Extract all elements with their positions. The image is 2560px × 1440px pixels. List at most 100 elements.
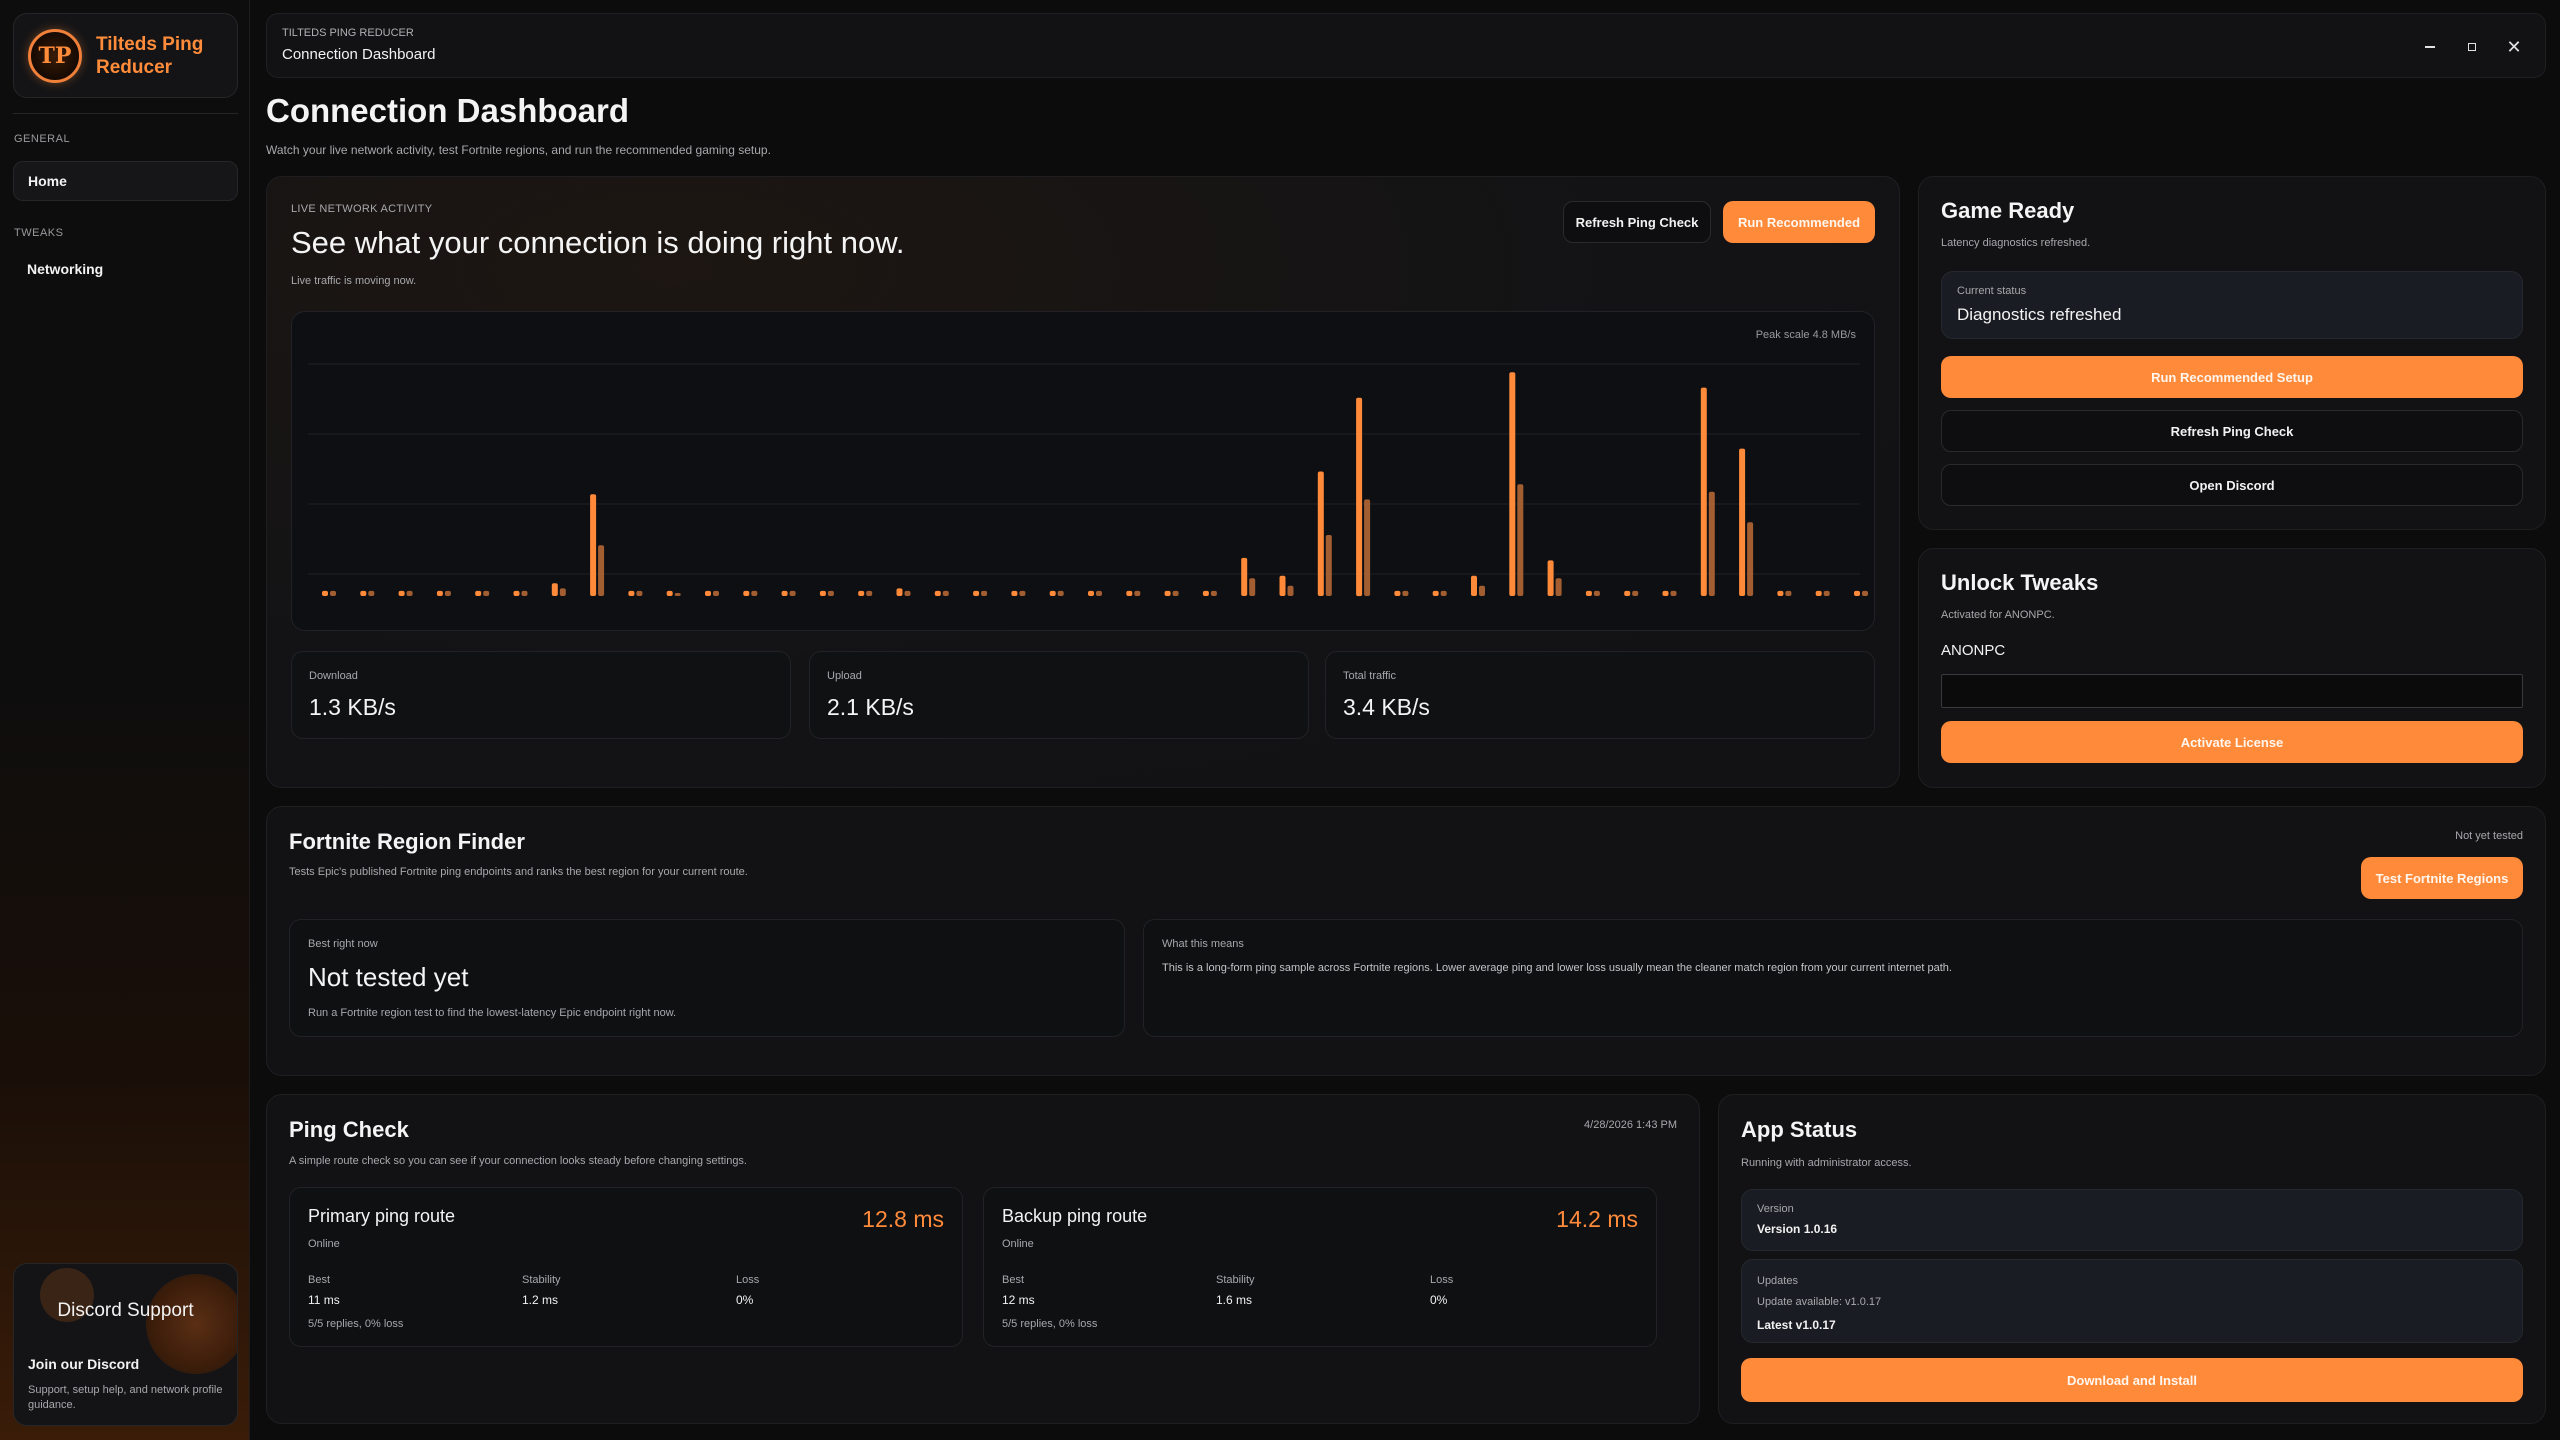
meaning-text: This is a long-form ping sample across F…	[1162, 962, 1952, 974]
test-fortnite-regions-button[interactable]: Test Fortnite Regions	[2361, 857, 2523, 899]
title-bar: TILTEDS PING REDUCER Connection Dashboar…	[266, 13, 2546, 78]
discord-card-description: Support, setup help, and network profile…	[28, 1384, 223, 1411]
live-status: Live traffic is moving now.	[291, 275, 417, 287]
chart-bar-upload	[330, 590, 336, 596]
license-key-input[interactable]	[1941, 674, 2523, 708]
what-this-means-box: What this means This is a long-form ping…	[1143, 919, 2523, 1037]
game-ready-subtitle: Latency diagnostics refreshed.	[1941, 237, 2091, 249]
chart-bar-download	[1624, 590, 1631, 596]
chart-bar-upload	[942, 590, 949, 596]
chart-bar-download	[1585, 590, 1592, 596]
ping-check-subtitle: A simple route check so you can see if y…	[289, 1155, 747, 1167]
breadcrumb: Connection Dashboard	[282, 46, 436, 63]
refresh-ping-check-button[interactable]: Refresh Ping Check	[1941, 410, 2523, 452]
stat-value: 1.2 ms	[522, 1293, 559, 1307]
best-region-box: Best right now Not tested yet Run a Fort…	[289, 919, 1125, 1037]
chart-bar-upload	[1785, 590, 1792, 596]
route-status: Online	[1002, 1238, 1034, 1250]
logo-icon: TP	[28, 28, 82, 83]
chart-bar-upload	[368, 590, 375, 596]
license-name: ANONPC	[1941, 642, 2006, 659]
route-latency: 14.2 ms	[1556, 1206, 1638, 1232]
app-status-card: App Status Running with administrator ac…	[1718, 1094, 2546, 1424]
decor-circle	[40, 1268, 94, 1322]
chart-bar-download	[1088, 590, 1094, 596]
sidebar-item-home[interactable]: Home	[13, 161, 238, 201]
chart-bar-upload	[483, 590, 490, 596]
close-button[interactable]: ✕	[2498, 32, 2530, 62]
minimize-button[interactable]	[2414, 32, 2446, 62]
chart-bar-upload	[1517, 484, 1524, 596]
live-headline: See what your connection is doing right …	[291, 225, 905, 260]
chart-bar-download	[1854, 590, 1860, 596]
meaning-label: What this means	[1162, 938, 1244, 950]
run-recommended-button[interactable]: Run Recommended	[1723, 201, 1875, 243]
chart-bar-download	[973, 590, 980, 596]
activate-license-button[interactable]: Activate License	[1941, 721, 2523, 763]
chart-bar-upload	[1747, 522, 1754, 596]
chart-bar-upload	[1287, 585, 1294, 596]
chart-bar-upload	[1019, 590, 1026, 596]
game-ready-card: Game Ready Latency diagnostics refreshed…	[1918, 176, 2546, 530]
chart-bar-upload	[1325, 535, 1332, 596]
app-logo[interactable]: TP Tilteds Ping Reducer	[13, 13, 238, 98]
chart-bar-download	[1317, 471, 1324, 596]
page-subtitle: Watch your live network activity, test F…	[266, 143, 771, 157]
upload-metric: Upload 2.1 KB/s	[809, 651, 1309, 739]
status-value: Diagnostics refreshed	[1957, 305, 2122, 324]
chart-bar-upload	[1823, 590, 1830, 596]
chart-bar-download	[322, 590, 328, 596]
run-recommended-setup-button[interactable]: Run Recommended Setup	[1941, 356, 2523, 398]
region-title: Fortnite Region Finder	[289, 829, 525, 854]
chart-bar-download	[1739, 448, 1746, 596]
stat-label: Best	[1002, 1274, 1025, 1286]
chart-bar-download	[360, 590, 367, 596]
chart-bar-upload	[559, 588, 566, 596]
chart-bar-upload	[1134, 590, 1141, 596]
discord-support-card[interactable]: Discord Support Join our Discord Support…	[13, 1263, 238, 1426]
maximize-button[interactable]	[2456, 32, 2488, 62]
live-eyebrow: LIVE NETWORK ACTIVITY	[291, 203, 433, 215]
live-network-card: LIVE NETWORK ACTIVITY See what your conn…	[266, 176, 1900, 788]
download-and-install-button[interactable]: Download and Install	[1741, 1358, 2523, 1402]
chart-bar-upload	[1210, 590, 1217, 596]
metric-label: Upload	[827, 670, 862, 682]
chart-bar-download	[1394, 590, 1401, 596]
refresh-ping-check-button[interactable]: Refresh Ping Check	[1563, 201, 1711, 243]
chart-bar-upload	[904, 590, 911, 596]
chart-bar-download	[1432, 590, 1439, 596]
ping-check-card: Ping Check A simple route check so you c…	[266, 1094, 1700, 1424]
chart-bar-upload	[1364, 499, 1371, 596]
chart-bar-download	[1700, 387, 1707, 596]
update-available-text: Update available: v1.0.17	[1757, 1296, 1882, 1308]
region-status: Not yet tested	[2455, 830, 2523, 842]
updates-box: Updates Update available: v1.0.17 Latest…	[1741, 1259, 2523, 1343]
discord-card-title: Discord Support	[57, 1300, 194, 1321]
total-traffic-metric: Total traffic 3.4 KB/s	[1325, 651, 1875, 739]
best-hint: Run a Fortnite region test to find the l…	[308, 1007, 677, 1019]
stat-label: Loss	[736, 1274, 760, 1286]
chart-bar-download	[1662, 590, 1669, 596]
stat-value: 0%	[736, 1293, 754, 1307]
primary-route-box: Primary ping route 12.8 ms Online Best 1…	[289, 1187, 963, 1347]
chart-bar-download	[934, 590, 941, 596]
discord-card-subtitle: Join our Discord	[28, 1356, 140, 1372]
chart-bar-download	[1164, 590, 1171, 596]
page-title: Connection Dashboard	[266, 92, 630, 129]
chart-bar-upload	[1670, 590, 1677, 596]
open-discord-button[interactable]: Open Discord	[1941, 464, 2523, 506]
sidebar-item-networking[interactable]: Networking	[13, 249, 238, 289]
route-name: Backup ping route	[1002, 1206, 1148, 1226]
stat-value: 11 ms	[308, 1293, 340, 1307]
chart-bar-download	[743, 590, 750, 596]
chart-bar-download	[1509, 372, 1516, 596]
best-value: Not tested yet	[308, 962, 469, 992]
chart-bar-download	[1777, 590, 1784, 596]
stat-label: Stability	[522, 1274, 561, 1286]
version-box: Version Version 1.0.16	[1741, 1189, 2523, 1251]
chart-bar-upload	[713, 590, 719, 596]
metric-value: 3.4 KB/s	[1343, 694, 1430, 720]
chart-bar-download	[1356, 397, 1363, 597]
chart-bar-download	[1011, 590, 1018, 596]
chart-bar-upload	[789, 590, 796, 596]
